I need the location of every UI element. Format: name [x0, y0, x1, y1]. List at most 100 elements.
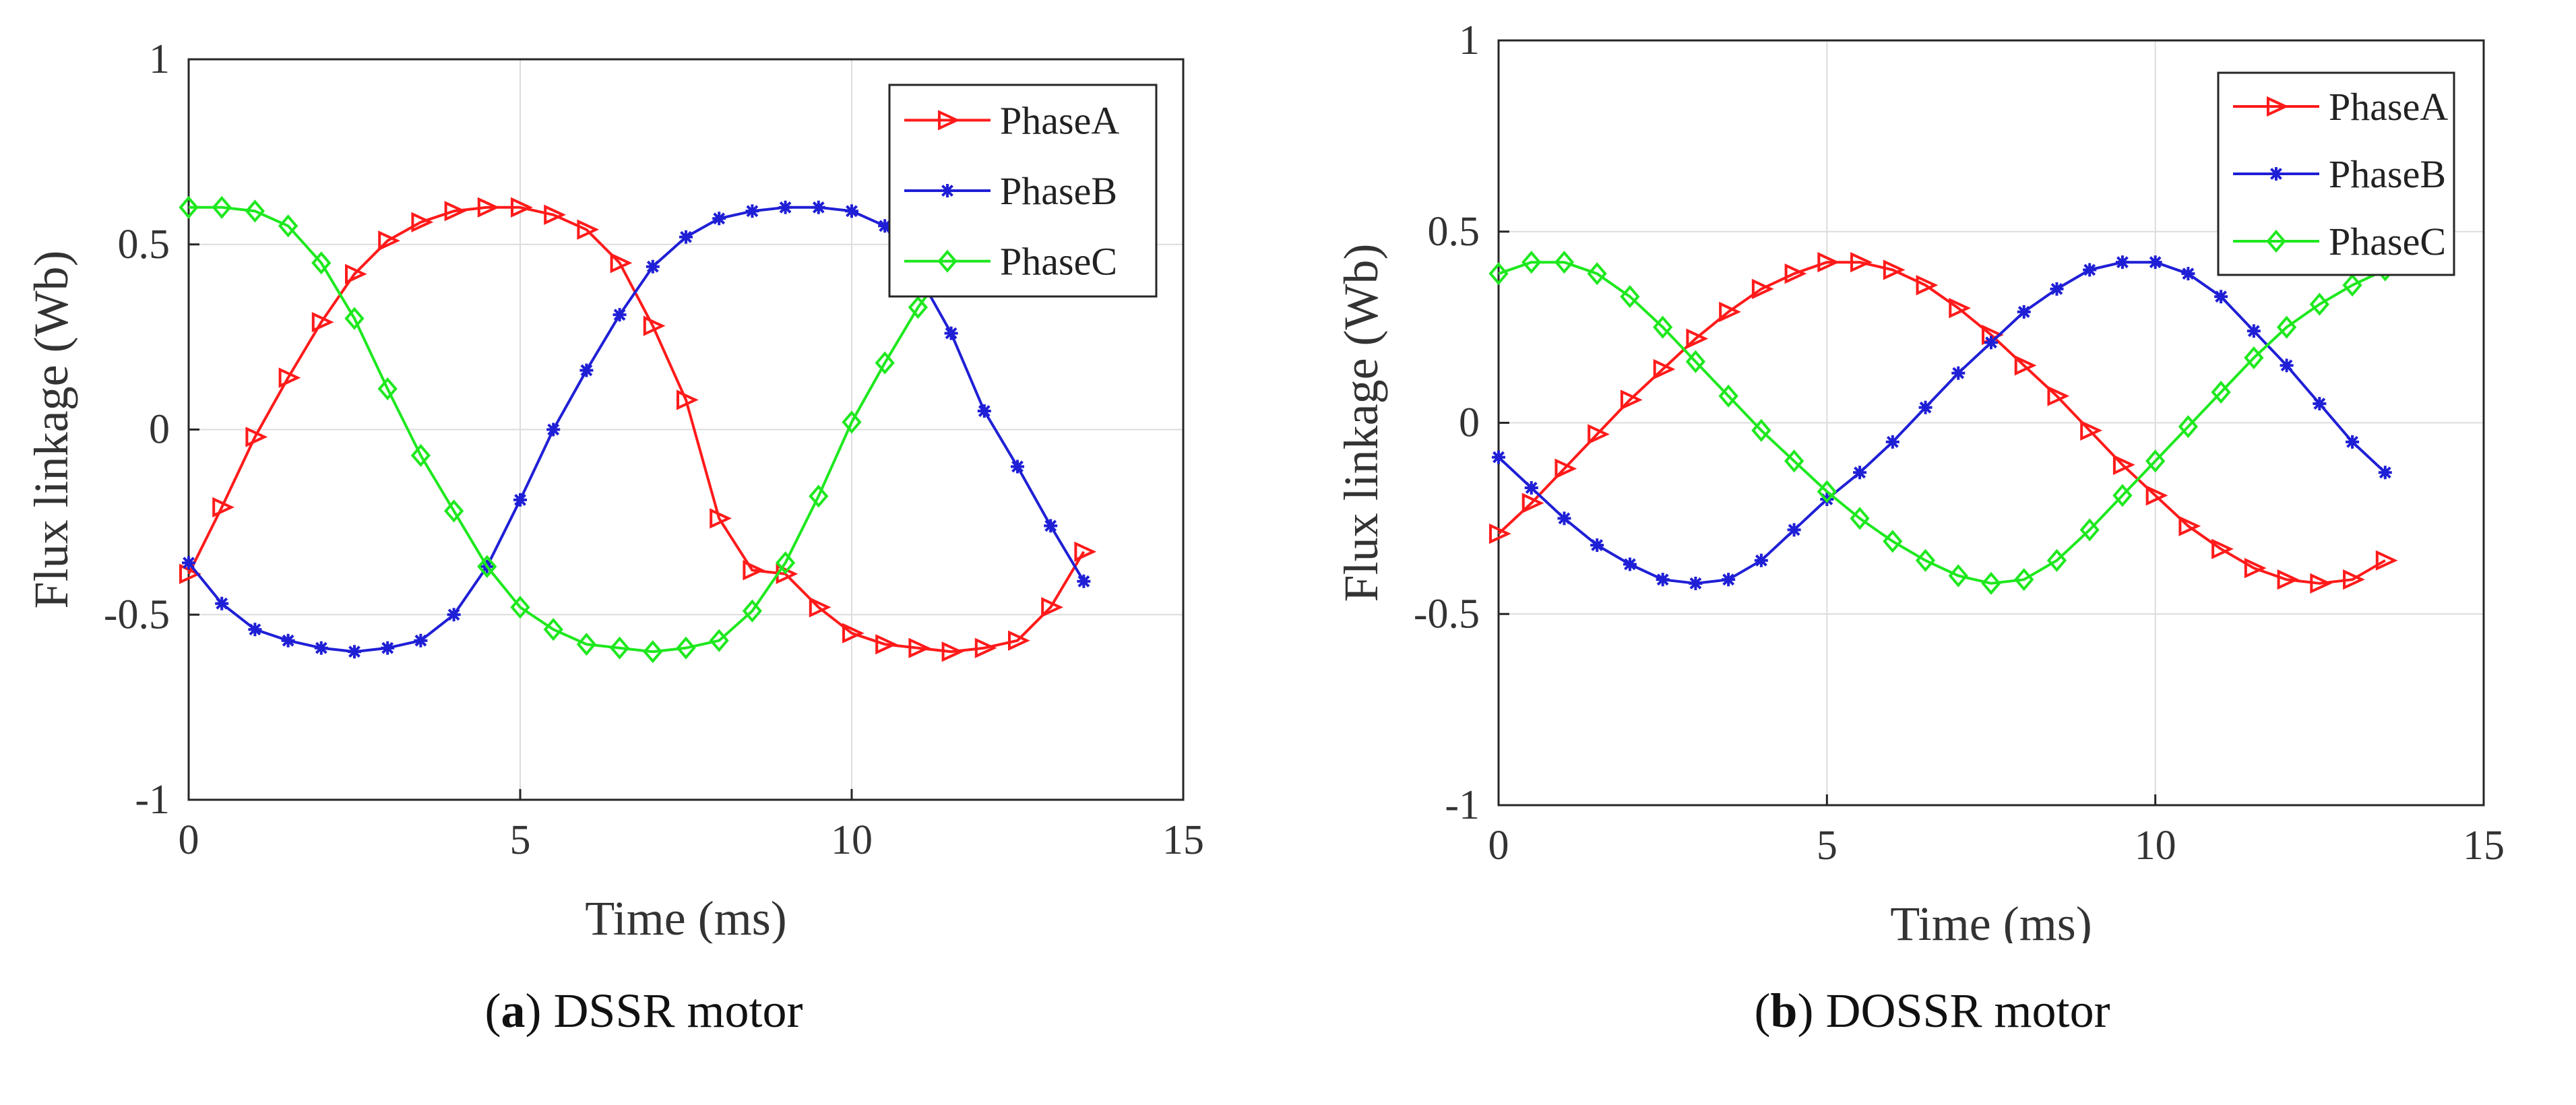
legend-label-phaseb: PhaseB — [1000, 169, 1117, 213]
marker-phasec — [1653, 315, 1673, 339]
legend-marker-phasec — [2266, 229, 2286, 253]
legend-label-phasea: PhaseA — [2329, 85, 2448, 129]
marker-phasea — [2310, 573, 2333, 594]
y-axis-title: Flux linkage (Wb) — [1334, 244, 1388, 602]
marker-phasec — [775, 551, 796, 575]
marker-phaseb — [215, 596, 229, 610]
marker-phasea — [544, 204, 566, 225]
x-tick-label: 5 — [1817, 823, 1837, 869]
x-axis-title: Time (ms) — [585, 891, 786, 943]
marker-phasec — [1685, 350, 1706, 373]
marker-phaseb — [248, 623, 262, 637]
marker-phasea — [2178, 515, 2201, 536]
marker-phasec — [245, 199, 265, 223]
marker-phasea — [1949, 298, 1972, 319]
marker-phasec — [1521, 251, 1542, 274]
marker-phasec — [809, 484, 829, 508]
legend-marker-phaseb — [2269, 167, 2283, 181]
chart-a: 0 5 10 15 -1 -0.5 0 0.5 1 Time (ms) Flux linkage (… — [24, 36, 1204, 943]
marker-phaseb — [414, 633, 428, 648]
marker-phaseb — [2280, 358, 2294, 373]
marker-phasec — [1620, 285, 1640, 309]
ticks: 0 5 10 15 -1 -0.5 0 0.5 1 — [1414, 18, 2505, 869]
y-tick-label: -1 — [135, 777, 170, 823]
x-tick-label: 0 — [1488, 823, 1509, 869]
marker-phasea — [1751, 278, 1774, 300]
marker-phasec — [311, 251, 332, 275]
marker-phaseb — [612, 308, 627, 322]
marker-phasea — [2211, 538, 2234, 559]
marker-phasea — [1653, 358, 1676, 380]
legend-marker-phasea — [2267, 96, 2289, 117]
marker-phasea — [677, 389, 699, 410]
marker-phasec — [1817, 480, 1837, 503]
series-phasea — [179, 197, 1097, 662]
marker-phasec — [2276, 315, 2297, 339]
marker-phasec — [344, 307, 365, 330]
y-tick-label: 0 — [149, 407, 170, 453]
marker-phaseb — [513, 493, 527, 507]
line-phasec — [189, 206, 953, 654]
marker-phasea — [1489, 523, 1511, 544]
marker-phasea — [444, 201, 467, 222]
marker-phaseb — [1492, 450, 1505, 464]
marker-phasec — [2309, 292, 2329, 316]
series-phaseb — [1492, 255, 2392, 590]
legend-label-phasea: PhaseA — [1000, 98, 1119, 142]
marker-phasec — [2178, 415, 2199, 439]
marker-phaseb — [381, 641, 395, 655]
marker-phasec — [1554, 251, 1575, 274]
marker-phaseb — [712, 212, 726, 226]
marker-phaseb — [2378, 466, 2392, 480]
marker-phasea — [378, 230, 400, 251]
marker-phasea — [710, 508, 732, 529]
marker-phaseb — [546, 422, 561, 437]
marker-phasea — [278, 367, 301, 388]
marker-phasec — [2211, 381, 2231, 404]
legend-label-phasec: PhaseC — [2329, 220, 2446, 263]
marker-phaseb — [1951, 366, 1966, 380]
marker-phasea — [2343, 569, 2365, 590]
legend-marker-phasec — [937, 249, 957, 273]
y-tick-label: 0.5 — [1428, 209, 1480, 255]
chart-b: 0 5 10 15 -1 -0.5 0 0.5 1 Time (ms) Flux linkage (… — [1334, 18, 2505, 943]
marker-phaseb — [2115, 255, 2129, 270]
marker-phaseb — [1077, 574, 1091, 588]
marker-phasec — [1981, 571, 2001, 595]
marker-phasec — [2046, 548, 2067, 572]
marker-phaseb — [2050, 282, 2064, 296]
marker-phasea — [212, 497, 234, 518]
figure-b: 0 5 10 15 -1 -0.5 0 0.5 1 Time (ms) Flux linkage (… — [1288, 0, 2576, 1105]
line-phaseb — [1497, 261, 2387, 585]
marker-phasec — [2244, 346, 2264, 370]
marker-phasec — [212, 195, 232, 219]
y-axis-title: Flux linkage (Wb) — [24, 251, 78, 609]
x-tick-label: 0 — [179, 817, 199, 863]
y-tick-label: -0.5 — [1414, 591, 1480, 637]
marker-phaseb — [1044, 519, 1058, 533]
marker-phasec — [278, 214, 299, 238]
caption-b-label: b — [1770, 984, 1798, 1038]
marker-phaseb — [944, 326, 958, 340]
marker-phasea — [1074, 541, 1097, 562]
line-phasec — [1498, 261, 2386, 585]
marker-phasec — [1784, 449, 1804, 473]
marker-phasec — [1850, 507, 1870, 530]
marker-phaseb — [281, 633, 295, 648]
marker-phaseb — [745, 204, 759, 218]
marker-phasea — [311, 312, 334, 333]
marker-phasea — [577, 219, 600, 240]
marker-phasec — [676, 636, 696, 660]
marker-phaseb — [1787, 523, 1801, 537]
marker-phasec — [875, 351, 895, 375]
series-phasec — [1488, 251, 2395, 595]
marker-phasea — [2080, 420, 2102, 441]
marker-phaseb — [2214, 290, 2228, 304]
line-phaseb — [187, 206, 1086, 654]
marker-phaseb — [1885, 435, 1899, 449]
x-tick-label: 15 — [1162, 817, 1204, 863]
line-phasea — [187, 206, 1086, 654]
marker-phaseb — [2247, 324, 2261, 338]
marker-phaseb — [646, 259, 660, 274]
marker-phaseb — [579, 363, 594, 377]
